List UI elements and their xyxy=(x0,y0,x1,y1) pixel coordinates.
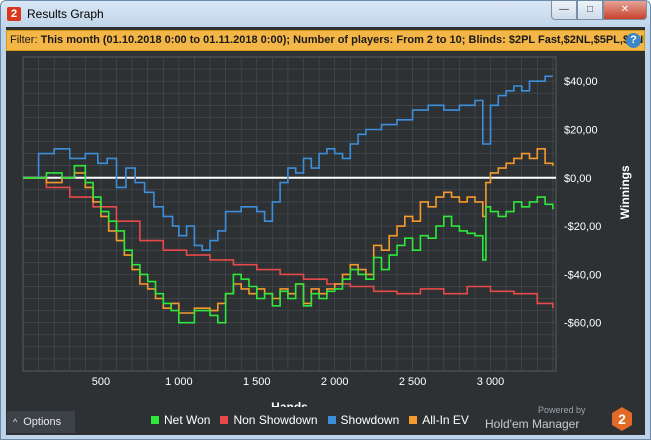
brand-logo-icon: 2 xyxy=(612,407,632,431)
legend-item[interactable]: Net Won xyxy=(151,413,210,427)
results-chart: 500 1 000 1 500 2 000 2 500 3 000 $40,00 $20,00… xyxy=(22,56,632,407)
x-tick-label: 3 000 xyxy=(477,376,505,388)
help-icon[interactable]: ? xyxy=(626,33,641,48)
window-controls: — □ ✕ xyxy=(551,1,647,21)
window-title: Results Graph xyxy=(27,7,104,21)
close-button[interactable]: ✕ xyxy=(603,1,647,20)
legend-swatch xyxy=(409,416,418,424)
filter-label: Filter: xyxy=(10,34,38,46)
options-label: Options xyxy=(23,416,62,428)
y-axis-title: Winnings xyxy=(618,165,632,219)
x-axis-title: Hands xyxy=(271,400,308,407)
filter-bar[interactable]: Filter: This month (01.10.2018 0:00 to 0… xyxy=(6,30,645,51)
legend-label: Showdown xyxy=(340,413,400,427)
legend-item[interactable]: Non Showdown xyxy=(220,413,318,427)
title-bar[interactable]: 2 Results Graph — □ ✕ xyxy=(1,1,650,27)
legend-label: Net Won xyxy=(164,413,211,427)
graph-panel: Filter: This month (01.10.2018 0:00 to 0… xyxy=(6,27,645,435)
maximize-button[interactable]: □ xyxy=(577,1,603,20)
y-tick-label: $0,00 xyxy=(564,173,592,185)
y-tick-label: $40,00 xyxy=(564,76,598,88)
y-tick-label: -$20,00 xyxy=(564,221,601,233)
series-line-non-showdown xyxy=(23,177,554,309)
filter-text: This month (01.10.2018 0:00 to 01.11.201… xyxy=(40,34,645,46)
legend-swatch xyxy=(220,416,229,424)
legend-swatch xyxy=(327,416,336,424)
brand-name: Hold'em Manager xyxy=(485,417,580,431)
options-button[interactable]: ^ Options xyxy=(7,411,75,433)
chevron-up-icon: ^ xyxy=(13,417,18,427)
app-logo-icon: 2 xyxy=(7,7,21,21)
series-line-showdown xyxy=(23,75,553,251)
legend-item[interactable]: Showdown xyxy=(327,413,400,427)
chart-legend: Net Won Non Showdown Showdown All-In EV xyxy=(151,413,469,427)
legend-item[interactable]: All-In EV xyxy=(409,413,469,427)
bottom-bar: ^ Options Net Won Non Showdown Showdown All-… xyxy=(6,405,645,435)
x-tick-label: 1 500 xyxy=(243,376,271,388)
legend-swatch xyxy=(151,416,159,424)
x-tick-label: 500 xyxy=(92,376,110,388)
legend-label: All-In EV xyxy=(422,413,469,427)
powered-by-text: Powered by xyxy=(538,405,586,415)
minimize-button[interactable]: — xyxy=(551,1,577,20)
y-tick-label: -$40,00 xyxy=(564,269,601,281)
series-line-net-won xyxy=(23,164,554,324)
legend-label: Non Showdown xyxy=(233,413,318,427)
x-tick-label: 1 000 xyxy=(165,376,193,388)
x-tick-label: 2 500 xyxy=(399,376,427,388)
x-tick-label: 2 000 xyxy=(321,376,349,388)
y-tick-label: $20,00 xyxy=(564,124,598,136)
y-tick-label: -$60,00 xyxy=(564,318,601,330)
